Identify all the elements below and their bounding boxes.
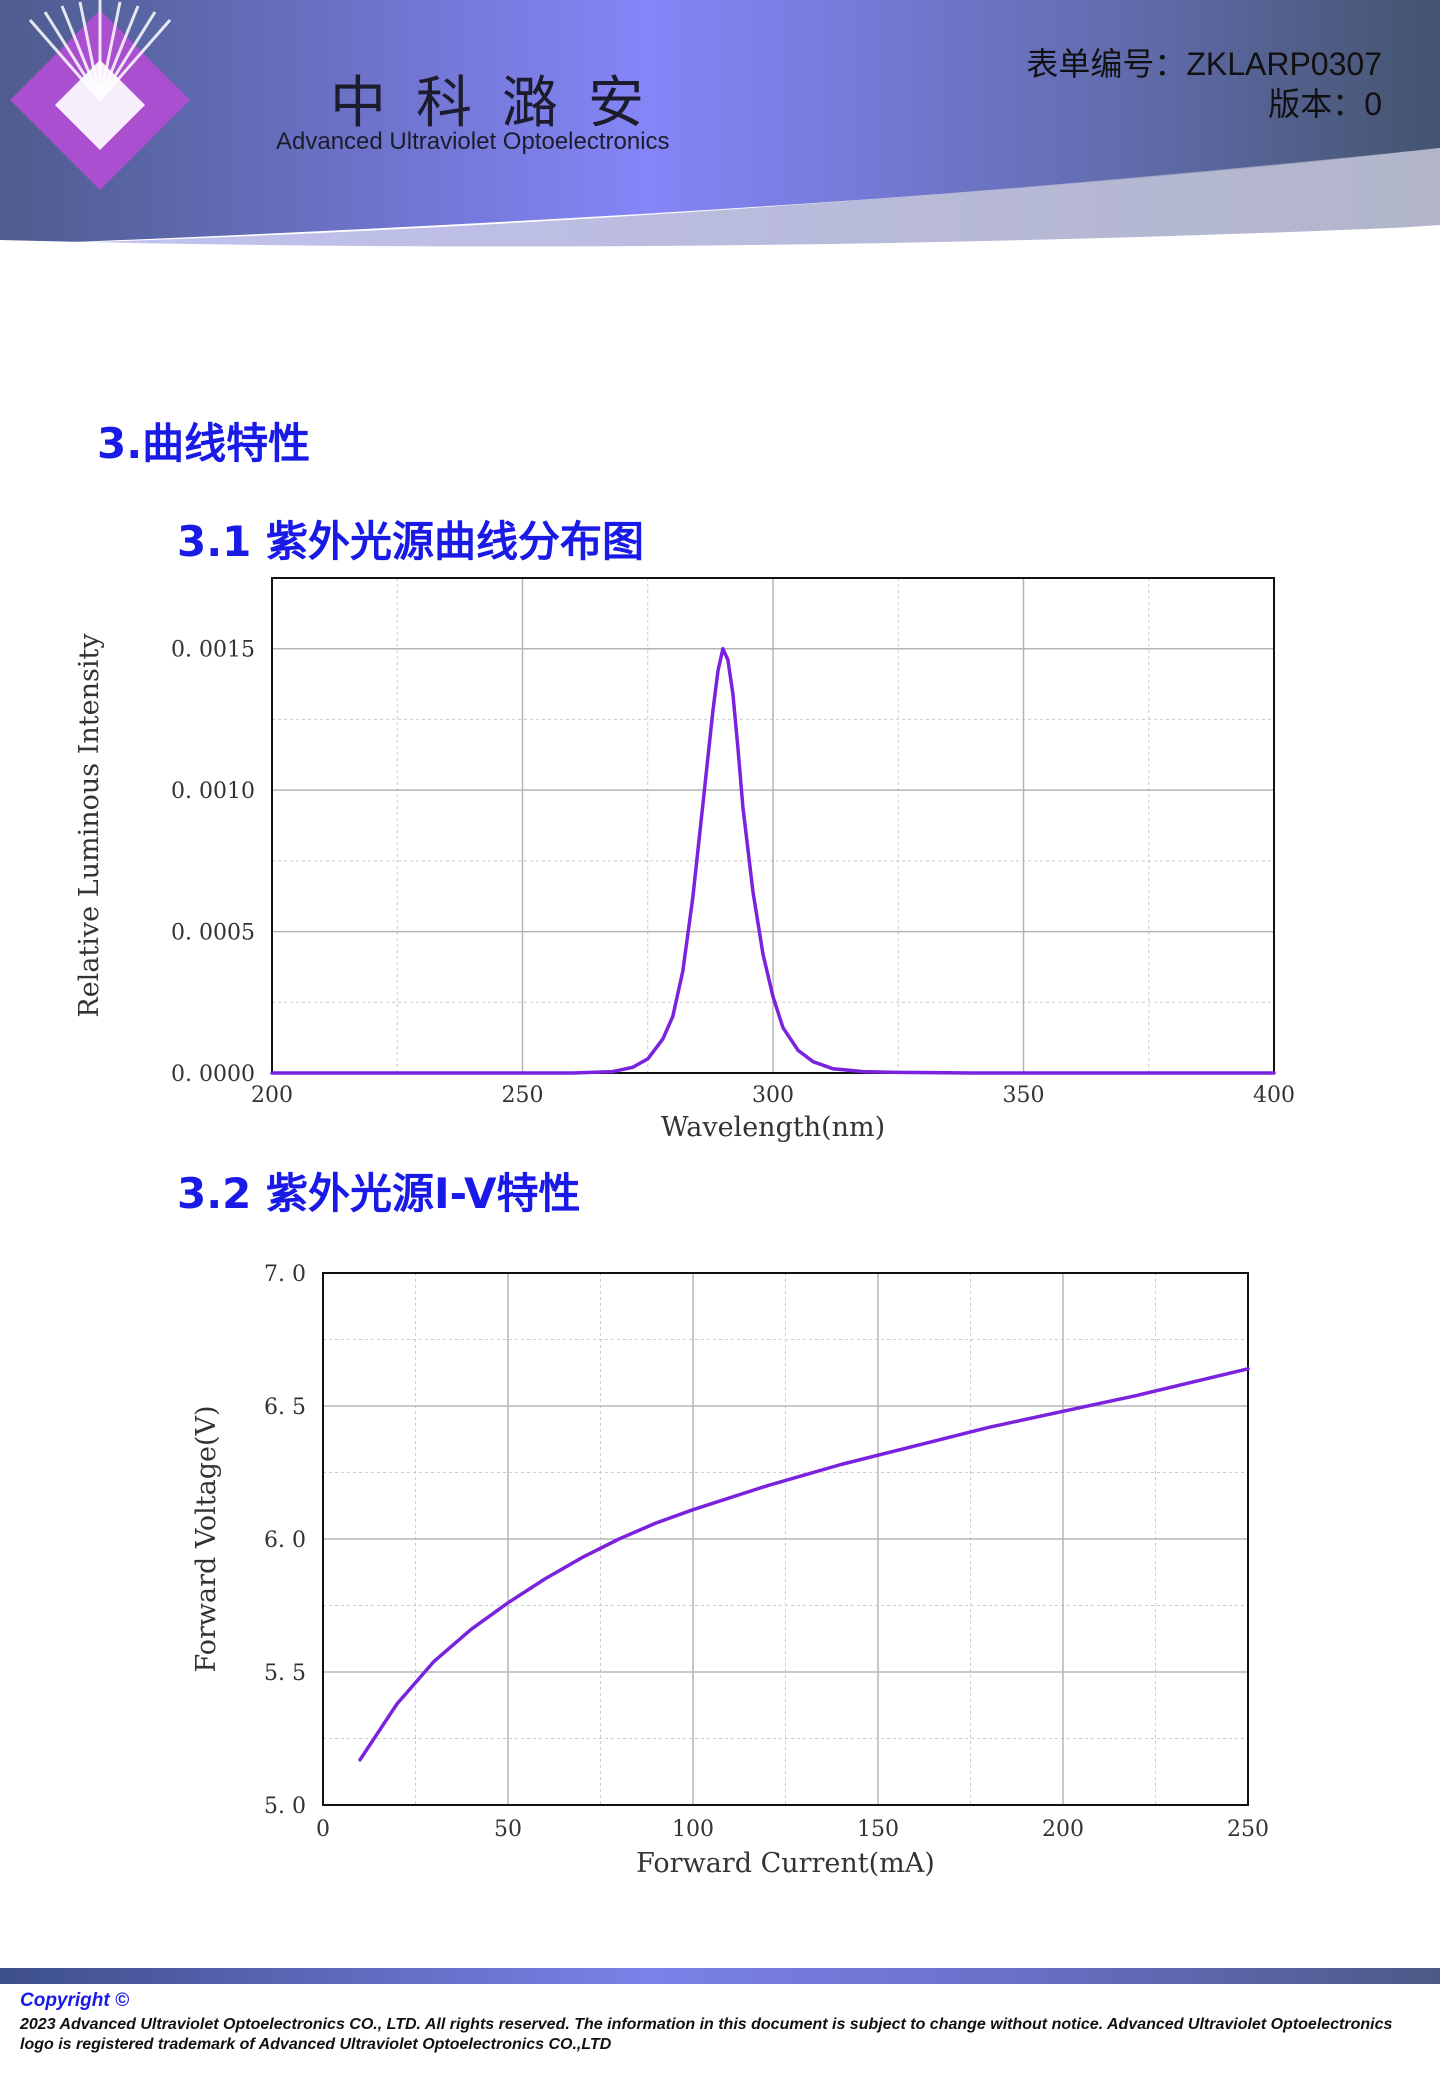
x-tick-label: 250	[1227, 1817, 1269, 1842]
x-tick-label: 100	[672, 1817, 714, 1842]
company-logo	[10, 0, 190, 190]
x-tick-label: 300	[752, 1083, 794, 1108]
version-label: 版本：0	[1268, 86, 1382, 122]
y-tick-label: 5. 5	[264, 1661, 306, 1686]
section-title: 3.曲线特性	[97, 419, 311, 468]
plot-frame	[271, 577, 1275, 1074]
x-tick-label: 0	[316, 1817, 330, 1842]
form-number: 表单编号：ZKLARP0307	[1026, 46, 1382, 82]
x-tick-label: 200	[1042, 1817, 1084, 1842]
footer-notice: 2023 Advanced Ultraviolet Optoelectronic…	[20, 2016, 1393, 2053]
series-line	[358, 1367, 1250, 1762]
y-tick-label: 0. 0005	[171, 921, 255, 946]
y-axis-label: Forward Voltage(V)	[191, 1405, 222, 1672]
footer-bar	[0, 1968, 1440, 1984]
company-name-en: Advanced Ultraviolet Optoelectronics	[276, 128, 670, 155]
subsection-title-spectrum: 3.1 紫外光源曲线分布图	[177, 517, 645, 566]
x-tick-label: 150	[857, 1817, 899, 1842]
company-name-cn: 中科潞安	[330, 71, 674, 136]
y-axis-label: Relative Luminous Intensity	[74, 633, 105, 1018]
header-banner	[0, 0, 1440, 260]
x-tick-label: 350	[1003, 1083, 1045, 1108]
y-tick-label: 5. 0	[264, 1794, 306, 1819]
y-tick-label: 6. 5	[264, 1395, 306, 1420]
x-tick-label: 400	[1253, 1083, 1295, 1108]
x-tick-label: 50	[494, 1817, 522, 1842]
x-axis-label: Forward Current(mA)	[636, 1848, 935, 1879]
page-header: 中科潞安 Advanced Ultraviolet Optoelectronic…	[0, 0, 1440, 260]
form-meta: 表单编号：ZKLARP0307 版本：0	[1026, 44, 1382, 124]
x-axis-label: Wavelength(nm)	[661, 1112, 885, 1143]
y-tick-label: 0. 0010	[171, 779, 255, 804]
series-line	[270, 646, 1276, 1075]
y-tick-label: 7. 0	[264, 1262, 306, 1287]
y-tick-label: 0. 0000	[171, 1062, 255, 1087]
y-tick-label: 0. 0015	[171, 638, 255, 663]
subsection-title-iv: 3.2 紫外光源I-V特性	[177, 1169, 581, 1218]
y-tick-label: 6. 0	[264, 1528, 306, 1553]
x-tick-label: 200	[251, 1083, 293, 1108]
copyright-label: Copyright ©	[20, 1990, 129, 2011]
plot-frame	[322, 1272, 1249, 1806]
x-tick-label: 250	[502, 1083, 544, 1108]
